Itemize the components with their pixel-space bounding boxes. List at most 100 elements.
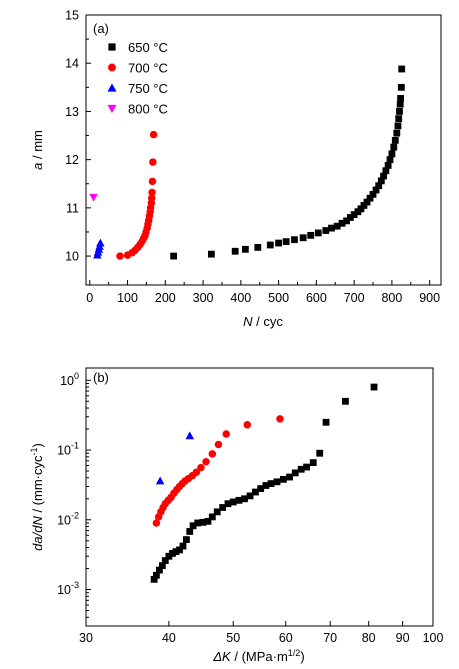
panel-a-points bbox=[89, 65, 406, 260]
point-650-c bbox=[394, 122, 402, 130]
point-700-c bbox=[149, 158, 157, 166]
point-650-c bbox=[165, 552, 173, 560]
point-650-c bbox=[388, 150, 396, 158]
point-700-c bbox=[149, 130, 158, 139]
x-tick-label: 400 bbox=[230, 291, 251, 305]
point-650-c bbox=[254, 243, 262, 251]
x-tick-label: 100 bbox=[117, 291, 138, 305]
point-650-c bbox=[377, 177, 385, 185]
point-650-c bbox=[199, 518, 207, 526]
point-700-c bbox=[116, 252, 124, 260]
y-tick-label: 14 bbox=[65, 57, 79, 71]
point-650-c bbox=[395, 115, 403, 123]
point-650-c bbox=[350, 211, 358, 219]
y-tick-label: 100 bbox=[60, 371, 79, 388]
y-tick-label: 10-2 bbox=[57, 510, 79, 527]
point-650-c bbox=[396, 100, 404, 108]
x-tick-label: 70 bbox=[323, 631, 337, 645]
point-800-c bbox=[89, 193, 98, 202]
point-650-c bbox=[241, 245, 249, 253]
point-650-c bbox=[397, 95, 404, 102]
panel-a-y-axis-title: a / mm bbox=[30, 130, 45, 170]
point-650-c bbox=[267, 480, 275, 488]
point-650-c bbox=[189, 522, 197, 530]
point-650-c bbox=[314, 229, 322, 237]
point-650-c bbox=[316, 449, 324, 457]
y-tick-label: 10-1 bbox=[57, 441, 79, 458]
point-650-c bbox=[266, 241, 274, 249]
point-650-c bbox=[342, 397, 349, 405]
point-700-c bbox=[202, 457, 210, 466]
y-tick-label: 15 bbox=[65, 9, 79, 23]
panel-b-ticks: 30 40 50 60 70 80 90 100 10-3 10-2 10-1 100 bbox=[57, 371, 443, 645]
x-tick-label: 100 bbox=[423, 631, 444, 645]
point-650-c bbox=[363, 198, 371, 206]
legend-marker-700-c bbox=[108, 63, 116, 72]
point-650-c bbox=[161, 557, 169, 564]
point-650-c bbox=[343, 217, 350, 225]
legend-marker-800-c bbox=[107, 104, 117, 114]
x-tick-label: 50 bbox=[226, 631, 240, 645]
panel-b-chart: 30 40 50 60 70 80 90 100 10-3 10-2 10-1 100 (b) ΔK … bbox=[29, 367, 443, 664]
x-tick-label: 200 bbox=[155, 291, 176, 305]
point-650-c bbox=[366, 194, 374, 202]
point-700-c bbox=[208, 450, 217, 458]
point-650-c bbox=[246, 492, 254, 500]
point-650-c bbox=[297, 465, 305, 473]
point-650-c bbox=[386, 156, 394, 164]
point-650-c bbox=[346, 214, 354, 221]
panel-b-y-axis-title: da/dN / (mm·cyc-1) bbox=[29, 443, 45, 551]
point-650-c bbox=[252, 488, 259, 496]
point-700-c bbox=[243, 421, 252, 429]
point-650-c bbox=[380, 172, 387, 180]
point-650-c bbox=[158, 562, 166, 570]
y-tick-label: 13 bbox=[65, 105, 79, 119]
point-650-c bbox=[224, 500, 232, 508]
panel-a-x-axis-title: N / cyc bbox=[243, 314, 283, 329]
y-tick-label: 11 bbox=[66, 201, 79, 215]
point-650-c bbox=[322, 418, 330, 426]
point-650-c bbox=[182, 536, 190, 543]
point-650-c bbox=[391, 136, 399, 144]
legend-label-700-c: 700 °C bbox=[128, 61, 168, 76]
point-700-c bbox=[152, 519, 161, 527]
panel-a-label: (a) bbox=[93, 21, 109, 36]
point-650-c bbox=[155, 566, 163, 574]
y-tick-label: 10 bbox=[65, 250, 79, 264]
point-650-c bbox=[398, 65, 406, 73]
point-650-c bbox=[186, 528, 194, 535]
point-650-c bbox=[194, 519, 202, 527]
point-650-c bbox=[241, 495, 248, 503]
point-650-c bbox=[279, 475, 287, 483]
point-750-c bbox=[185, 431, 195, 440]
point-700-c bbox=[147, 194, 156, 202]
x-tick-label: 700 bbox=[344, 291, 365, 305]
point-750-c bbox=[155, 476, 165, 485]
point-750-c bbox=[96, 238, 105, 247]
x-tick-label: 80 bbox=[362, 631, 376, 645]
panel-b-label: (b) bbox=[93, 370, 109, 385]
point-650-c bbox=[172, 548, 180, 555]
x-tick-label: 90 bbox=[396, 631, 410, 645]
point-650-c bbox=[390, 143, 398, 151]
panel-a-ticks: 0 100 200 300 400 500 600 700 800 900 10 11 12 13 14 15 bbox=[65, 9, 440, 306]
point-650-c bbox=[170, 252, 178, 260]
panel-b-x-axis-title: ΔK / (MPa·m1/2) bbox=[212, 648, 304, 664]
point-650-c bbox=[328, 224, 335, 232]
x-tick-label: 0 bbox=[86, 291, 93, 305]
legend-marker-650-c bbox=[108, 43, 116, 51]
point-700-c bbox=[222, 430, 230, 438]
point-650-c bbox=[229, 498, 237, 506]
point-650-c bbox=[333, 222, 341, 230]
point-650-c bbox=[257, 485, 265, 492]
point-650-c bbox=[282, 238, 290, 246]
point-650-c bbox=[307, 231, 315, 239]
point-650-c bbox=[393, 129, 401, 137]
point-650-c bbox=[207, 250, 215, 258]
point-650-c bbox=[176, 546, 183, 554]
panel-b-points bbox=[150, 383, 378, 583]
point-650-c bbox=[150, 575, 158, 583]
panel-b-frame bbox=[85, 367, 434, 627]
point-650-c bbox=[303, 463, 311, 471]
